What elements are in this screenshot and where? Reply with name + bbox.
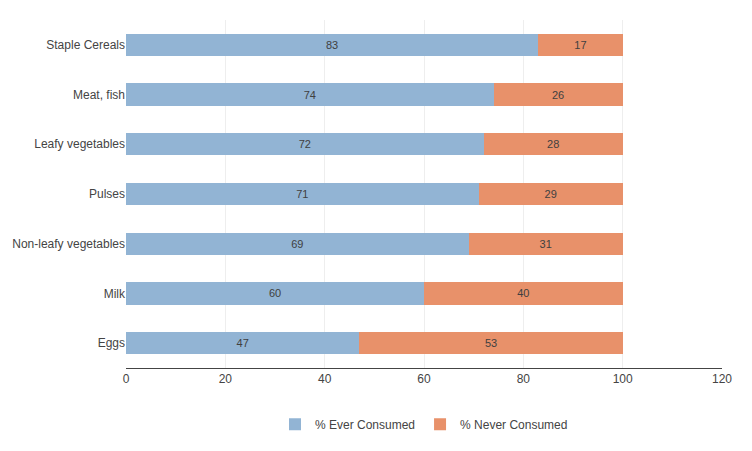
svg-text:28: 28	[547, 138, 559, 150]
svg-text:Non-leafy vegetables: Non-leafy vegetables	[12, 237, 125, 251]
svg-text:Staple Cereals: Staple Cereals	[46, 38, 125, 52]
svg-text:Pulses: Pulses	[89, 187, 125, 201]
svg-text:% Never Consumed: % Never Consumed	[460, 418, 567, 432]
svg-text:0: 0	[123, 372, 130, 386]
svg-text:31: 31	[540, 238, 552, 250]
svg-text:60: 60	[417, 372, 431, 386]
svg-text:Leafy vegetables: Leafy vegetables	[34, 137, 125, 151]
svg-text:69: 69	[291, 238, 303, 250]
svg-text:71: 71	[296, 188, 308, 200]
svg-text:100: 100	[613, 372, 633, 386]
svg-text:47: 47	[237, 337, 249, 349]
svg-text:40: 40	[517, 287, 529, 299]
svg-text:20: 20	[219, 372, 233, 386]
svg-text:74: 74	[304, 89, 316, 101]
svg-text:72: 72	[299, 138, 311, 150]
svg-text:Milk: Milk	[104, 287, 126, 301]
svg-text:60: 60	[269, 287, 281, 299]
svg-text:29: 29	[545, 188, 557, 200]
svg-text:53: 53	[485, 337, 497, 349]
svg-text:Eggs: Eggs	[98, 336, 125, 350]
svg-text:80: 80	[517, 372, 531, 386]
svg-text:17: 17	[574, 39, 586, 51]
svg-text:26: 26	[552, 89, 564, 101]
svg-text:Meat, fish: Meat, fish	[73, 88, 125, 102]
svg-text:83: 83	[326, 39, 338, 51]
svg-text:% Ever Consumed: % Ever Consumed	[315, 418, 415, 432]
svg-text:40: 40	[318, 372, 332, 386]
svg-text:120: 120	[712, 372, 732, 386]
